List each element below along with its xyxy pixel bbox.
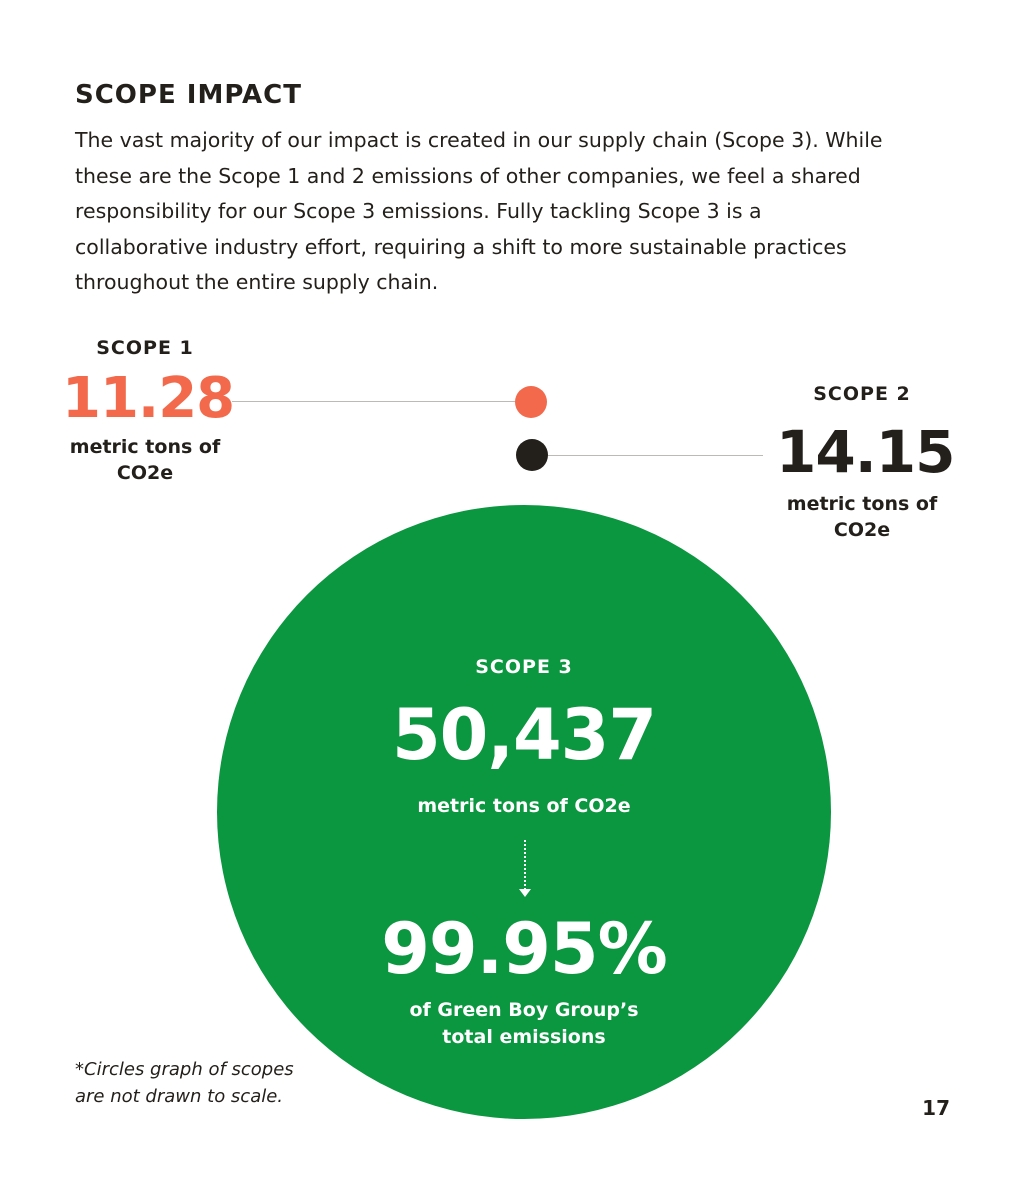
intro-line: responsibility for our Scope 3 emissions… xyxy=(75,199,762,223)
scope2-unit-line: metric tons of xyxy=(786,493,938,515)
scope2-circle xyxy=(516,439,548,471)
scope1-unit: metric tons of CO2e xyxy=(60,434,230,486)
scope1-unit-line: metric tons of xyxy=(69,436,221,458)
scope1-value: 11.28 xyxy=(62,366,235,431)
footnote: *Circles graph of scopes are not drawn t… xyxy=(75,1056,315,1110)
scope3-unit: metric tons of CO2e xyxy=(417,795,631,817)
down-arrow-dotted-line xyxy=(524,840,526,890)
scope3-value: 50,437 xyxy=(391,694,657,776)
scope1-circle xyxy=(515,386,547,418)
scope3-label: SCOPE 3 xyxy=(475,656,573,678)
scope3-percent: 99.95% xyxy=(381,908,668,990)
scope2-value: 14.15 xyxy=(776,418,955,486)
down-arrow-icon xyxy=(519,889,531,897)
intro-line: throughout the entire supply chain. xyxy=(75,270,439,294)
intro-line: The vast majority of our impact is creat… xyxy=(75,128,883,152)
scope1-connector-line xyxy=(232,401,517,402)
scope2-connector-line xyxy=(548,455,763,456)
footnote-line: *Circles graph of scopes xyxy=(75,1059,294,1080)
intro-line: collaborative industry effort, requiring… xyxy=(75,234,847,259)
scope3-caption-line: total emissions xyxy=(442,1026,606,1048)
page-number: 17 xyxy=(922,1096,950,1120)
scope3-caption-line: of Green Boy Group’s xyxy=(409,999,639,1021)
scope1-unit-line: CO2e xyxy=(116,462,174,484)
scope3-percent-caption: of Green Boy Group’s total emissions xyxy=(374,997,674,1051)
page-heading: SCOPE IMPACT xyxy=(75,80,302,110)
scope2-unit: metric tons of CO2e xyxy=(777,491,947,543)
intro-line: these are the Scope 1 and 2 emissions of… xyxy=(75,163,861,188)
intro-paragraph: The vast majority of our impact is creat… xyxy=(75,123,955,301)
scope2-label: SCOPE 2 xyxy=(813,383,911,405)
footnote-line: are not drawn to scale. xyxy=(75,1086,284,1107)
scope3-circle xyxy=(217,505,831,1119)
scope2-unit-line: CO2e xyxy=(833,519,891,541)
scope1-label: SCOPE 1 xyxy=(96,337,194,359)
